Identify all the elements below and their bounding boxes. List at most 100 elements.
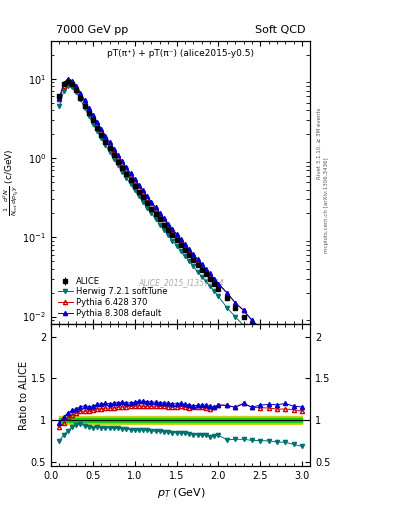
Y-axis label: $\frac{1}{N_{tot}} \frac{d^2N}{dp_{T_d}y}$ (c/GeV): $\frac{1}{N_{tot}} \frac{d^2N}{dp_{T_d}y…	[2, 149, 21, 217]
Pythia 6.428 370	[199, 262, 204, 268]
Pythia 6.428 370	[158, 211, 162, 217]
Herwig 7.2.1 softTune	[170, 238, 175, 244]
Pythia 6.428 370	[141, 189, 145, 196]
Pythia 8.308 default	[124, 164, 129, 170]
Herwig 7.2.1 softTune	[82, 105, 87, 111]
Pythia 8.308 default	[191, 251, 196, 258]
Pythia 8.308 default	[266, 333, 271, 339]
Pythia 8.308 default	[145, 193, 150, 199]
Herwig 7.2.1 softTune	[250, 332, 254, 338]
Pythia 8.308 default	[199, 261, 204, 267]
Pythia 8.308 default	[103, 133, 108, 139]
Pythia 6.428 370	[74, 84, 79, 91]
Pythia 6.428 370	[174, 232, 179, 238]
Pythia 6.428 370	[86, 106, 91, 113]
Herwig 7.2.1 softTune	[66, 83, 70, 90]
Pythia 6.428 370	[116, 154, 120, 160]
Herwig 7.2.1 softTune	[258, 340, 263, 347]
Pythia 8.308 default	[216, 281, 221, 287]
Pythia 8.308 default	[250, 317, 254, 323]
Pythia 8.308 default	[149, 199, 154, 205]
Herwig 7.2.1 softTune	[275, 357, 279, 364]
Herwig 7.2.1 softTune	[166, 232, 171, 239]
Pythia 6.428 370	[275, 343, 279, 349]
Pythia 8.308 default	[178, 236, 183, 242]
Pythia 8.308 default	[275, 341, 279, 347]
Pythia 6.428 370	[103, 134, 108, 140]
Pythia 8.308 default	[74, 82, 79, 89]
Pythia 6.428 370	[82, 99, 87, 105]
Pythia 8.308 default	[170, 226, 175, 232]
Text: Rivet 3.1.10, ≥ 3M events: Rivet 3.1.10, ≥ 3M events	[316, 108, 321, 179]
Pythia 6.428 370	[216, 281, 221, 287]
Herwig 7.2.1 softTune	[57, 103, 62, 110]
Herwig 7.2.1 softTune	[107, 149, 112, 155]
Herwig 7.2.1 softTune	[128, 181, 133, 187]
Herwig 7.2.1 softTune	[103, 142, 108, 148]
Herwig 7.2.1 softTune	[208, 283, 213, 289]
Herwig 7.2.1 softTune	[74, 89, 79, 95]
Pythia 6.428 370	[162, 217, 166, 223]
Herwig 7.2.1 softTune	[90, 121, 95, 127]
Pythia 6.428 370	[187, 247, 191, 253]
Pythia 6.428 370	[70, 79, 74, 86]
Herwig 7.2.1 softTune	[112, 156, 116, 162]
Herwig 7.2.1 softTune	[70, 84, 74, 91]
Herwig 7.2.1 softTune	[291, 374, 296, 380]
Herwig 7.2.1 softTune	[158, 222, 162, 228]
Pythia 6.428 370	[195, 257, 200, 263]
Pythia 6.428 370	[241, 307, 246, 313]
Pythia 6.428 370	[145, 195, 150, 201]
Herwig 7.2.1 softTune	[174, 243, 179, 249]
Pythia 6.428 370	[95, 120, 99, 126]
Herwig 7.2.1 softTune	[149, 210, 154, 217]
Herwig 7.2.1 softTune	[78, 96, 83, 102]
Herwig 7.2.1 softTune	[233, 313, 237, 319]
Pythia 8.308 default	[166, 221, 171, 227]
Herwig 7.2.1 softTune	[216, 293, 221, 300]
Pythia 6.428 370	[224, 290, 229, 296]
Pythia 8.308 default	[162, 215, 166, 221]
Pythia 6.428 370	[266, 334, 271, 340]
Text: 7000 GeV pp: 7000 GeV pp	[56, 25, 129, 35]
Line: Pythia 8.308 default: Pythia 8.308 default	[57, 77, 304, 371]
Pythia 6.428 370	[170, 227, 175, 233]
Herwig 7.2.1 softTune	[241, 323, 246, 329]
Pythia 8.308 default	[66, 76, 70, 82]
Pythia 8.308 default	[208, 270, 213, 276]
Pythia 8.308 default	[283, 349, 288, 355]
Herwig 7.2.1 softTune	[124, 175, 129, 181]
Herwig 7.2.1 softTune	[187, 258, 191, 264]
Pythia 6.428 370	[137, 183, 141, 189]
Pythia 6.428 370	[90, 113, 95, 119]
Pythia 6.428 370	[208, 271, 213, 278]
Herwig 7.2.1 softTune	[153, 216, 158, 222]
Pythia 8.308 default	[224, 290, 229, 296]
Pythia 6.428 370	[258, 326, 263, 332]
Pythia 8.308 default	[107, 139, 112, 145]
Pythia 8.308 default	[57, 94, 62, 100]
Text: ALICE_2015_I1357424: ALICE_2015_I1357424	[138, 279, 224, 287]
Herwig 7.2.1 softTune	[162, 227, 166, 233]
Pythia 8.308 default	[174, 231, 179, 237]
Pythia 8.308 default	[99, 126, 104, 132]
Pythia 8.308 default	[61, 80, 66, 86]
Pythia 6.428 370	[107, 141, 112, 147]
Pythia 8.308 default	[120, 158, 125, 164]
Pythia 8.308 default	[70, 77, 74, 83]
Pythia 6.428 370	[178, 237, 183, 243]
Herwig 7.2.1 softTune	[99, 135, 104, 141]
Herwig 7.2.1 softTune	[86, 113, 91, 119]
Pythia 8.308 default	[116, 152, 120, 158]
Pythia 8.308 default	[95, 119, 99, 125]
Pythia 8.308 default	[141, 187, 145, 194]
Pythia 8.308 default	[183, 241, 187, 247]
Line: Herwig 7.2.1 softTune: Herwig 7.2.1 softTune	[57, 84, 304, 389]
Pythia 8.308 default	[153, 204, 158, 210]
Pythia 6.428 370	[124, 166, 129, 172]
Herwig 7.2.1 softTune	[61, 88, 66, 94]
Herwig 7.2.1 softTune	[266, 349, 271, 355]
Pythia 8.308 default	[258, 325, 263, 331]
Herwig 7.2.1 softTune	[283, 366, 288, 372]
Pythia 6.428 370	[66, 77, 70, 83]
